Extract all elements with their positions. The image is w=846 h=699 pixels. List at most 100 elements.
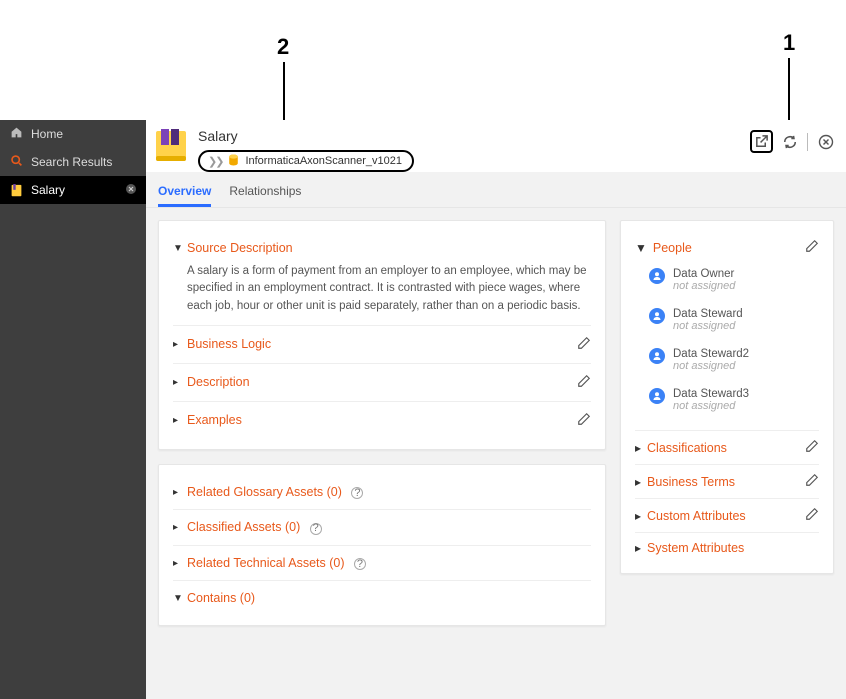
sidebar-item-salary[interactable]: Salary: [0, 176, 146, 204]
people-role: Data Owner: [673, 268, 735, 280]
edit-button[interactable]: [805, 439, 819, 456]
source-description-text: A salary is a form of payment from an em…: [173, 255, 591, 315]
user-icon: [649, 348, 665, 364]
sidebar-item-home[interactable]: Home: [0, 120, 146, 148]
content-area: ▼ Source Description A salary is a form …: [146, 208, 846, 699]
caret-right-icon[interactable]: ▸: [173, 377, 181, 388]
caret-down-icon[interactable]: ▼: [173, 243, 181, 254]
section-contains: ▼ Contains (0): [173, 581, 591, 615]
caret-right-icon[interactable]: ▸: [173, 522, 181, 533]
user-icon: [649, 268, 665, 284]
people-item: Data Ownernot assigned: [635, 262, 819, 302]
caret-down-icon[interactable]: ▼: [173, 593, 181, 604]
section-source-description: ▼ Source Description A salary is a form …: [173, 231, 591, 326]
edit-button[interactable]: [577, 336, 591, 353]
people-not-assigned: not assigned: [673, 320, 743, 332]
section-related-technical: ▸ Related Technical Assets (0) ?: [173, 546, 591, 582]
section-description: ▸ Description: [173, 364, 591, 402]
info-icon[interactable]: ?: [310, 523, 322, 535]
caret-down-icon[interactable]: ▼: [635, 241, 647, 255]
edit-button[interactable]: [805, 473, 819, 490]
asset-title: Salary: [198, 128, 740, 144]
header-actions: [750, 128, 834, 153]
app-shell: Home Search Results Salary: [0, 120, 846, 699]
caret-right-icon[interactable]: ▸: [635, 475, 641, 489]
section-title: Related Technical Assets (0) ?: [187, 556, 591, 571]
section-title: People: [653, 241, 799, 255]
caret-right-icon[interactable]: ▸: [173, 339, 181, 350]
asset-type-icon: [154, 128, 188, 162]
refresh-button[interactable]: [783, 135, 797, 149]
people-item: Data Stewardnot assigned: [635, 302, 819, 342]
related-card: ▸ Related Glossary Assets (0) ? ▸: [158, 464, 606, 627]
glossary-icon: [10, 184, 23, 197]
caret-right-icon[interactable]: ▸: [173, 558, 181, 569]
section-title: Classifications: [647, 441, 799, 455]
home-icon: [10, 126, 23, 142]
user-icon: [649, 308, 665, 324]
close-icon[interactable]: [126, 184, 136, 197]
sidebar-item-label: Home: [31, 127, 63, 141]
details-card: ▼ Source Description A salary is a form …: [158, 220, 606, 450]
sidebar-item-search-results[interactable]: Search Results: [0, 148, 146, 176]
section-title: Contains (0): [187, 591, 591, 605]
sidebar-item-label: Search Results: [31, 155, 112, 169]
caret-right-icon[interactable]: ▸: [635, 541, 641, 555]
breadcrumb-text: InformaticaAxonScanner_v1021: [245, 155, 402, 167]
separator: [807, 133, 808, 151]
people-role: Data Steward3: [673, 388, 749, 400]
edit-button[interactable]: [805, 507, 819, 524]
search-icon: [10, 154, 23, 170]
tab-overview[interactable]: Overview: [158, 184, 211, 207]
section-custom-attributes: ▸ Custom Attributes: [635, 499, 819, 533]
section-title: Custom Attributes: [647, 509, 799, 523]
section-title: Business Logic: [187, 337, 571, 351]
tab-relationships[interactable]: Relationships: [229, 184, 301, 207]
people-not-assigned: not assigned: [673, 360, 749, 372]
edit-button[interactable]: [577, 412, 591, 429]
section-title-text: Related Glossary Assets (0): [187, 485, 342, 499]
people-item: Data Steward2not assigned: [635, 342, 819, 382]
edit-button[interactable]: [577, 374, 591, 391]
close-panel-button[interactable]: [818, 134, 834, 150]
section-business-logic: ▸ Business Logic: [173, 326, 591, 364]
chevron-right-icon: ❯❯: [208, 155, 222, 168]
section-title: Description: [187, 375, 571, 389]
sidebar-item-label: Salary: [31, 183, 65, 197]
info-icon[interactable]: ?: [351, 487, 363, 499]
sidebar: Home Search Results Salary: [0, 120, 146, 699]
section-title-text: Related Technical Assets (0): [187, 556, 345, 570]
tab-bar: Overview Relationships: [146, 172, 846, 208]
info-icon[interactable]: ?: [354, 558, 366, 570]
right-column: ▼ People Data Ownernot assigned: [620, 220, 834, 687]
section-examples: ▸ Examples: [173, 402, 591, 439]
people-not-assigned: not assigned: [673, 280, 735, 292]
people-item: Data Steward3not assigned: [635, 382, 819, 422]
caret-right-icon[interactable]: ▸: [635, 509, 641, 523]
edit-button[interactable]: [805, 239, 819, 256]
breadcrumb[interactable]: ❯❯ InformaticaAxonScanner_v1021: [198, 150, 414, 172]
section-title: Source Description: [187, 241, 591, 255]
section-classifications: ▸ Classifications: [635, 431, 819, 465]
left-column: ▼ Source Description A salary is a form …: [158, 220, 606, 687]
section-related-glossary: ▸ Related Glossary Assets (0) ?: [173, 475, 591, 511]
people-not-assigned: not assigned: [673, 400, 749, 412]
asset-header: Salary ❯❯ InformaticaAxonScanner_v1021: [146, 120, 846, 172]
resource-icon: [228, 154, 239, 169]
people-role: Data Steward: [673, 308, 743, 320]
caret-right-icon[interactable]: ▸: [173, 415, 181, 426]
section-business-terms: ▸ Business Terms: [635, 465, 819, 499]
annotation-2-label: 2: [277, 34, 289, 60]
main-panel: Salary ❯❯ InformaticaAxonScanner_v1021: [146, 120, 846, 699]
caret-right-icon[interactable]: ▸: [173, 487, 181, 498]
section-people: ▼ People Data Ownernot assigned: [635, 231, 819, 431]
section-classified-assets: ▸ Classified Assets (0) ?: [173, 510, 591, 546]
section-title: System Attributes: [647, 541, 819, 555]
section-title: Examples: [187, 413, 571, 427]
caret-right-icon[interactable]: ▸: [635, 441, 641, 455]
section-title-text: Classified Assets (0): [187, 520, 300, 534]
open-external-button[interactable]: [750, 130, 773, 153]
user-icon: [649, 388, 665, 404]
people-role: Data Steward2: [673, 348, 749, 360]
section-title: Related Glossary Assets (0) ?: [187, 485, 591, 500]
